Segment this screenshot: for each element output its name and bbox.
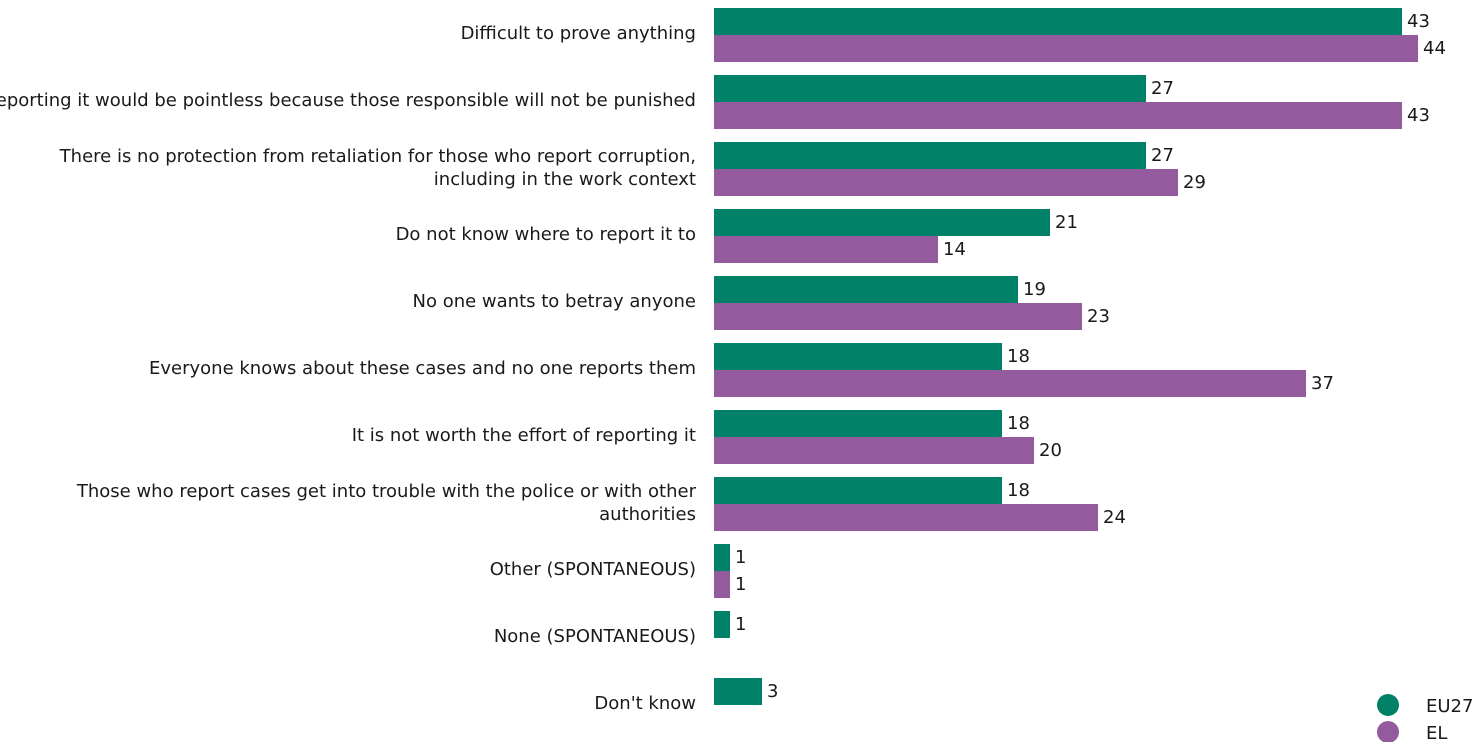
bar-eu27 bbox=[714, 75, 1146, 102]
value-label-eu27: 3 bbox=[767, 681, 778, 702]
bar-eu27 bbox=[714, 209, 1050, 236]
value-label-eu27: 1 bbox=[735, 547, 746, 568]
bar-el bbox=[714, 504, 1098, 531]
category-label: There is no protection from retaliation … bbox=[59, 146, 696, 190]
legend: EU27 EL bbox=[1377, 694, 1473, 742]
value-label-eu27: 1 bbox=[735, 614, 746, 635]
bar-el bbox=[714, 35, 1418, 62]
bar-eu27 bbox=[714, 544, 730, 571]
category-label: Reporting it would be pointless because … bbox=[0, 90, 696, 111]
value-label-el: 14 bbox=[943, 239, 966, 260]
value-label-el: 23 bbox=[1087, 306, 1110, 327]
legend-marker-eu27 bbox=[1377, 694, 1399, 716]
value-label-el: 1 bbox=[735, 574, 746, 595]
bar-el bbox=[714, 102, 1402, 129]
bar-eu27 bbox=[714, 410, 1002, 437]
bar-eu27 bbox=[714, 611, 730, 638]
category-label: Difficult to prove anything bbox=[461, 23, 696, 44]
category-label: Do not know where to report it to bbox=[396, 224, 696, 245]
value-label-el: 20 bbox=[1039, 440, 1062, 461]
category-label: Don't know bbox=[594, 693, 696, 714]
legend-marker-el bbox=[1377, 721, 1399, 742]
bar-eu27 bbox=[714, 276, 1018, 303]
bar-el bbox=[714, 437, 1034, 464]
bar-eu27 bbox=[714, 142, 1146, 169]
category-label: No one wants to betray anyone bbox=[413, 291, 696, 312]
bar-el bbox=[714, 169, 1178, 196]
value-label-el: 43 bbox=[1407, 105, 1430, 126]
category-label: Everyone knows about these cases and no … bbox=[149, 358, 696, 379]
category-labels: Difficult to prove anything Reporting it … bbox=[0, 23, 697, 714]
bar-el bbox=[714, 370, 1306, 397]
value-label-eu27: 43 bbox=[1407, 11, 1430, 32]
bars bbox=[714, 8, 1418, 705]
value-labels: 43 44 27 43 27 29 21 14 19 23 18 37 18 20 18 24 1 1 1 3 bbox=[735, 11, 1446, 702]
value-label-eu27: 18 bbox=[1007, 480, 1030, 501]
legend-label-eu27: EU27 bbox=[1426, 696, 1473, 717]
value-label-el: 44 bbox=[1423, 38, 1446, 59]
value-label-eu27: 18 bbox=[1007, 346, 1030, 367]
bar-el bbox=[714, 571, 730, 598]
legend-label-el: EL bbox=[1426, 723, 1447, 742]
category-label: Other (SPONTANEOUS) bbox=[490, 559, 696, 580]
bar-el bbox=[714, 303, 1082, 330]
category-label: Those who report cases get into trouble … bbox=[76, 481, 697, 525]
bar-eu27 bbox=[714, 477, 1002, 504]
value-label-eu27: 19 bbox=[1023, 279, 1046, 300]
bar-eu27 bbox=[714, 8, 1402, 35]
bar-eu27 bbox=[714, 343, 1002, 370]
value-label-eu27: 27 bbox=[1151, 78, 1174, 99]
bar-el bbox=[714, 236, 938, 263]
bar-eu27 bbox=[714, 678, 762, 705]
category-label: None (SPONTANEOUS) bbox=[494, 626, 696, 647]
value-label-eu27: 27 bbox=[1151, 145, 1174, 166]
value-label-eu27: 21 bbox=[1055, 212, 1078, 233]
value-label-eu27: 18 bbox=[1007, 413, 1030, 434]
value-label-el: 24 bbox=[1103, 507, 1126, 528]
value-label-el: 29 bbox=[1183, 172, 1206, 193]
value-label-el: 37 bbox=[1311, 373, 1334, 394]
category-label: It is not worth the effort of reporting … bbox=[352, 425, 696, 446]
